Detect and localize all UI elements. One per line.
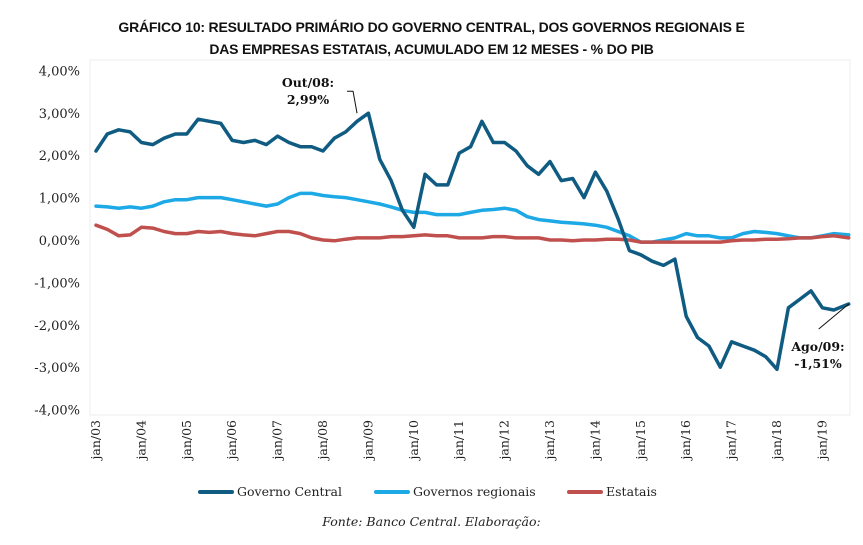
y-tick-label: 0,00% (39, 234, 80, 249)
legend-swatch-estatais (567, 489, 603, 494)
x-tick-label: jan/15 (633, 420, 648, 462)
legend: Governo Central Governos regionais Estat… (0, 484, 863, 504)
x-tick-label: jan/16 (678, 420, 693, 462)
x-axis: jan/03 jan/04 jan/05 jan/06 jan/07 jan/08 jan/… (88, 420, 829, 462)
x-tick-label: jan/17 (724, 420, 739, 462)
y-tick-label: 3,00% (39, 107, 80, 122)
annotation-label-out08: 2,99% (287, 92, 329, 107)
chart-title-line-1: GRÁFICO 10: RESULTADO PRIMÁRIO DO GOVERN… (118, 19, 745, 35)
x-tick-label: jan/06 (224, 420, 239, 462)
x-tick-label: jan/03 (88, 420, 103, 462)
x-tick-label: jan/04 (133, 420, 148, 462)
x-tick-label: jan/12 (497, 420, 512, 462)
y-tick-label: 2,00% (39, 149, 80, 164)
chart-title: GRÁFICO 10: RESULTADO PRIMÁRIO DO GOVERN… (0, 16, 863, 60)
y-tick-label: -3,00% (34, 361, 80, 376)
legend-label-governos-regionais: Governos regionais (413, 484, 536, 499)
legend-label-governo-central: Governo Central (237, 484, 342, 499)
x-tick-label: jan/14 (587, 420, 602, 462)
annotation-label-ago09: Ago/09: (790, 339, 844, 354)
annotation-label-ago09: -1,51% (794, 356, 842, 371)
source-note: Fonte: Banco Central. Elaboração: (322, 514, 541, 529)
series-line-governo-central (94, 111, 851, 372)
x-tick-label: jan/13 (542, 420, 557, 462)
y-tick-label: -4,00% (34, 404, 80, 419)
legend-swatch-governos-regionais (374, 489, 410, 494)
line-chart: 4,00% 3,00% 2,00% 1,00% 0,00% -1,00% -2,00% -3,… (34, 59, 851, 462)
legend-label-estatais: Estatais (606, 484, 657, 499)
x-tick-label: jan/09 (360, 420, 375, 462)
annotation-leader-out08 (347, 90, 358, 114)
series-group (94, 111, 851, 372)
annotation-leader-ago09 (818, 303, 850, 330)
x-tick-label: jan/05 (179, 420, 194, 462)
legend-item-governo-central: Governo Central (198, 484, 342, 499)
y-tick-label: 1,00% (39, 192, 80, 207)
series-line-governos-regionais (94, 191, 851, 244)
y-tick-label: 4,00% (39, 64, 80, 79)
y-tick-label: -2,00% (34, 319, 80, 334)
annotations: Out/08: 2,99% Ago/09: -1,51% (282, 75, 850, 371)
x-tick-label: jan/07 (270, 420, 285, 462)
chart-title-line-2: DAS EMPRESAS ESTATAIS, ACUMULADO EM 12 M… (209, 41, 654, 57)
y-tick-label: -1,00% (34, 276, 80, 291)
annotation-label-out08: Out/08: (282, 75, 334, 90)
legend-swatch-governo-central (198, 489, 234, 494)
y-axis: 4,00% 3,00% 2,00% 1,00% 0,00% -1,00% -2,00% -3,… (34, 64, 80, 418)
legend-item-governos-regionais: Governos regionais (374, 484, 536, 499)
x-tick-label: jan/10 (406, 420, 421, 462)
x-tick-label: jan/18 (769, 420, 784, 462)
x-tick-label: jan/08 (315, 420, 330, 462)
series-line-estatais (94, 223, 851, 244)
x-tick-label: jan/11 (451, 420, 466, 462)
x-tick-label: jan/19 (814, 420, 829, 462)
legend-item-estatais: Estatais (567, 484, 657, 499)
